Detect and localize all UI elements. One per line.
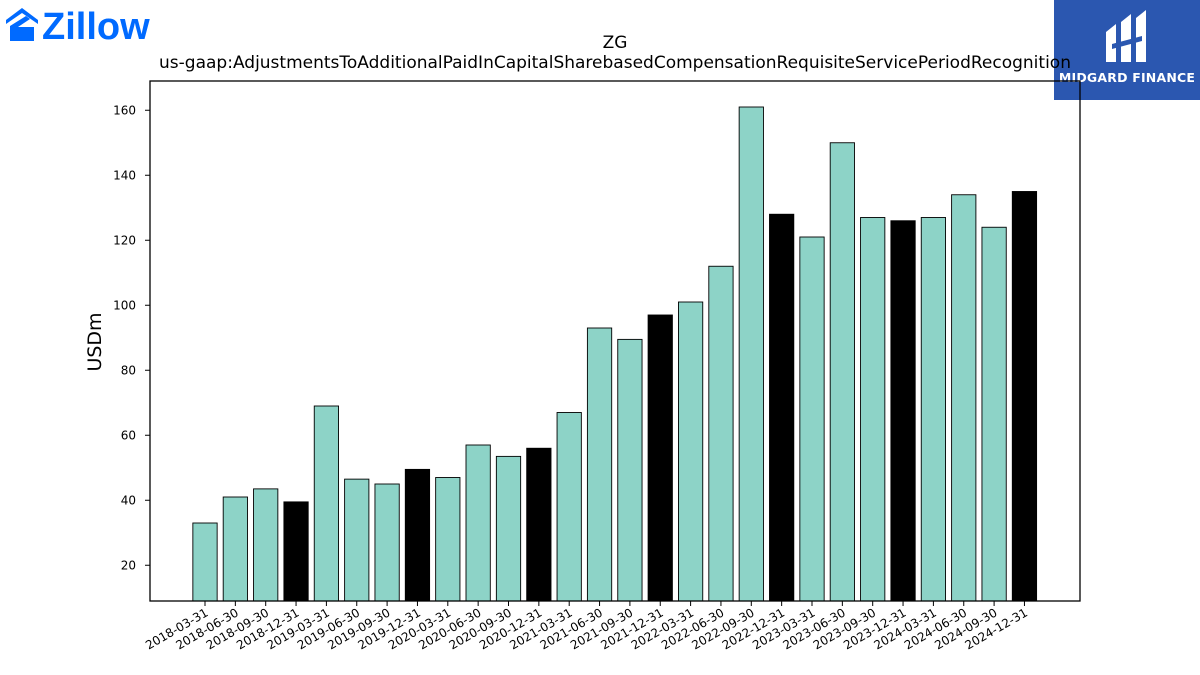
y-tick-label: 40	[121, 493, 136, 507]
y-tick-label: 100	[113, 298, 136, 312]
y-axis-ticks: 20 40 60 80 100 120 140 160	[113, 103, 150, 572]
midgard-emblem-icon	[1106, 10, 1146, 62]
bar	[374, 483, 400, 602]
bar	[283, 501, 309, 602]
bar	[860, 217, 886, 602]
bar	[920, 217, 946, 602]
chart-subtitle: us-gaap:AdjustmentsToAdditionalPaidInCap…	[159, 53, 1071, 73]
bar	[708, 265, 734, 602]
x-axis-ticks: 2018-03-312018-06-302018-09-302018-12-31…	[143, 601, 1030, 652]
y-tick-label: 160	[113, 103, 136, 117]
y-tick-label: 140	[113, 168, 136, 182]
bar	[769, 213, 795, 602]
zillow-house-icon	[6, 8, 38, 41]
zillow-logo: Zillow	[6, 6, 150, 44]
bars-group	[192, 106, 1038, 602]
y-axis-label: USDm	[84, 312, 106, 371]
y-tick-label: 60	[121, 428, 136, 442]
y-tick-label: 20	[121, 558, 136, 572]
bar	[222, 496, 248, 602]
y-tick-label: 120	[113, 233, 136, 247]
chart-title: ZG	[603, 33, 628, 53]
zillow-wordmark: Zillow	[42, 6, 150, 44]
bar	[192, 522, 218, 602]
bar	[313, 405, 339, 602]
plot-frame	[149, 80, 1081, 602]
bar	[495, 455, 522, 602]
bar	[1011, 191, 1038, 602]
bar	[678, 301, 704, 602]
bar	[738, 106, 764, 602]
bar	[526, 447, 552, 602]
bar	[829, 142, 855, 602]
bar	[799, 236, 825, 602]
y-tick-label: 80	[121, 363, 136, 377]
bar	[890, 220, 916, 602]
bar	[951, 194, 977, 602]
bar	[647, 314, 673, 602]
bar	[586, 327, 613, 602]
bar	[253, 488, 279, 602]
bar	[404, 468, 431, 602]
bar	[465, 444, 491, 602]
midgard-finance-logo: MIDGARD FINANCE	[1054, 0, 1200, 100]
bar	[435, 477, 461, 602]
bar	[981, 226, 1007, 602]
bar	[556, 412, 582, 602]
midgard-wordmark: MIDGARD FINANCE	[1058, 70, 1196, 85]
bar	[617, 338, 643, 602]
bar	[344, 478, 370, 602]
